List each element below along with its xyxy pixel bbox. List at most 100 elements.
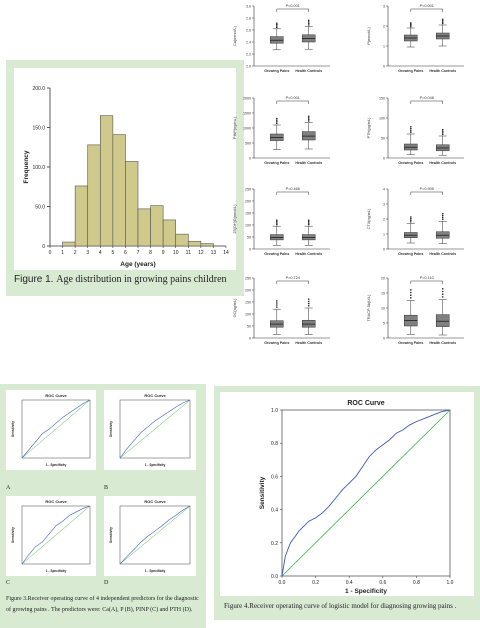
boxplot-7: 0 50 100 150 200 250 OC(ng/mL) P=0.724 Growing P… <box>233 276 330 345</box>
small-roc-ylabel: Sensitivity <box>11 527 15 543</box>
figure4-plot-area: ROC Curve 0.0 0.2 0.4 0.6 0.8 1.0 0.0 0.2 0.4 0.6 0… <box>220 392 474 596</box>
histogram-bar <box>175 233 189 247</box>
x-tick-label: 8 <box>149 250 152 256</box>
outlier-point <box>410 22 412 24</box>
outlier-point <box>307 222 310 224</box>
x-tick-label: 12 <box>198 250 204 256</box>
y-tick-label: 0 <box>42 244 45 250</box>
y-tick-label: 50 <box>247 325 251 329</box>
y-tick-label: 2.6 <box>246 29 251 33</box>
outlier-point <box>276 223 278 226</box>
outlier-point <box>410 219 412 222</box>
iqr-box <box>435 314 450 327</box>
x-axis-label: Age (years) <box>120 261 155 268</box>
boxplot-6: 0 1 2 3 4 CTX(ng/mL) P=0.905 Growing Pains Healt… <box>367 187 464 256</box>
outlier-point <box>410 131 412 133</box>
x-tick-label: 0.0 <box>279 580 286 586</box>
roc-curve <box>21 505 91 565</box>
significance-bracket <box>410 280 443 284</box>
outlier-point <box>276 300 278 302</box>
outlier-point <box>441 130 444 133</box>
small-roc-xlabel: 1 - Specificity <box>145 569 166 573</box>
y-axis-label: PINP(ng/mL) <box>233 116 237 139</box>
y-tick-label: 0 <box>249 157 251 161</box>
outlier-point <box>307 220 310 223</box>
x-tick-label: 9 <box>162 250 165 256</box>
y-tick-label: 3 <box>383 203 385 207</box>
y-tick-label: 0 <box>383 157 385 161</box>
y-tick-label: 2.4 <box>246 41 251 45</box>
y-tick-label: 150 <box>379 97 385 101</box>
y-tick-label: 3.0 <box>246 5 251 9</box>
reference-line <box>281 409 451 577</box>
boxplot-4: 0 50 100 150 PTH(pg/mL) P=0.048 Growing Pains H… <box>367 96 464 165</box>
x-tick-label: 4 <box>99 250 102 256</box>
boxplot-5: 0 50 100 150 200 250 25(OH)D(nmol/L) P=0.466 Gro… <box>233 187 330 256</box>
group-label: Growing Pains <box>264 341 289 345</box>
p-value-label: P<0.001 <box>286 4 300 8</box>
significance-bracket <box>410 8 443 12</box>
y-tick-label: 0.4 <box>271 508 278 514</box>
roc-panel-a: ROC Curve 1 - Specificity Sensitivity <box>6 390 96 470</box>
outlier-point <box>441 296 444 298</box>
figure4-panel: ROC Curve 0.0 0.2 0.4 0.6 0.8 1.0 0.0 0.2 0.4 0.6 0… <box>214 386 480 620</box>
boxplot-8: 0 5 10 15 20 TRACP-5b(U/L) P=0.110 Growing Pain… <box>367 276 464 345</box>
outlier-point <box>410 294 412 297</box>
y-tick-label: 200 <box>245 200 251 204</box>
significance-bracket <box>276 191 309 195</box>
x-tick-label: 11 <box>186 250 191 256</box>
outlier-point <box>307 219 310 221</box>
x-tick-label: 3 <box>86 250 89 256</box>
p-value-label: P<0.001 <box>420 4 434 8</box>
histogram-bar <box>74 185 89 247</box>
histogram-bar <box>62 241 76 247</box>
group-label: Growing Pains <box>398 341 423 345</box>
group-label: Health Controls <box>295 69 322 73</box>
outlier-point <box>276 219 278 221</box>
group-label: Growing Pains <box>264 252 289 256</box>
p-value-label: P=0.724 <box>286 276 300 280</box>
histogram-bar <box>137 208 151 247</box>
outlier-point <box>276 120 278 123</box>
y-tick-label: 1 <box>383 233 385 237</box>
figure4-caption: Figure 4.Receiver operating curve of log… <box>224 602 457 610</box>
small-roc-title: ROC Curve <box>45 499 67 504</box>
reference-line <box>21 505 91 565</box>
x-tick-label: 7 <box>137 250 140 256</box>
group-label: Growing Pains <box>398 161 423 165</box>
outlier-point <box>276 23 278 26</box>
outlier-point <box>441 22 444 25</box>
y-tick-label: 1000 <box>243 127 251 131</box>
outlier-point <box>307 120 310 122</box>
outlier-point <box>410 291 412 294</box>
histogram-bar <box>150 205 164 247</box>
y-axis-label: P(mmol/L) <box>367 27 371 45</box>
y-tick-label: 250 <box>245 277 251 281</box>
histogram-bar <box>187 240 202 247</box>
figure1-caption-text: Age distribution in growing pains childr… <box>56 274 227 285</box>
outlier-point <box>410 221 412 223</box>
outlier-point <box>441 290 444 293</box>
y-tick-label: 2000 <box>243 97 251 101</box>
x-tick-label: 0.2 <box>312 580 319 586</box>
y-axis-label: 25(OH)D(nmol/L) <box>233 204 237 234</box>
outlier-point <box>276 25 278 27</box>
outlier-point <box>441 216 444 219</box>
y-tick-label: 200.0 <box>32 86 45 92</box>
y-tick-label: 15 <box>381 292 385 296</box>
letter-d: D <box>104 580 109 586</box>
outlier-point <box>441 133 444 136</box>
outlier-point <box>441 214 444 217</box>
y-tick-label: 5 <box>383 322 385 326</box>
y-tick-label: 2.2 <box>246 53 251 57</box>
outlier-point <box>441 132 444 134</box>
y-tick-label: 4 <box>383 188 385 192</box>
y-tick-label: 0.2 <box>271 541 278 547</box>
outlier-point <box>307 223 310 226</box>
p-value-label: P=0.048 <box>420 96 434 100</box>
small-roc-chart: ROC Curve 1 - Specificity Sensitivity <box>109 393 191 467</box>
y-axis-label: Frequency <box>23 150 30 183</box>
outlier-point <box>441 218 444 221</box>
p-value-label: P=0.466 <box>286 187 300 191</box>
y-tick-label: 2 <box>383 25 385 29</box>
